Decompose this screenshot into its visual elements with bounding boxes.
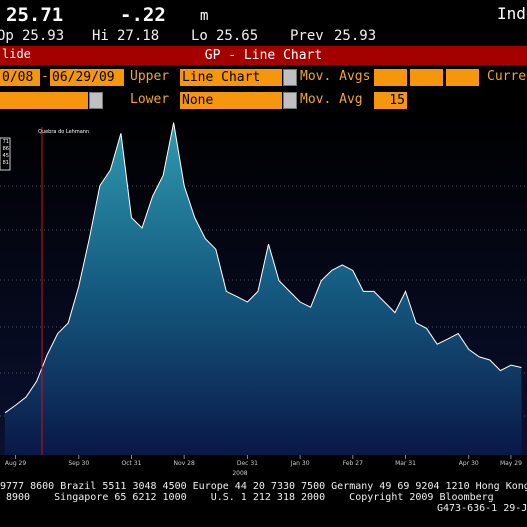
axis-box-label: 86 bbox=[3, 146, 9, 152]
x-tick-label: Dec 31 bbox=[237, 460, 258, 467]
footer-line: 9777 8600 Brazil 5511 3048 4500 Europe 4… bbox=[0, 481, 527, 492]
x-tick-label: Sep 30 bbox=[68, 460, 89, 467]
title-bar bbox=[0, 46, 527, 65]
window-title: GP - Line Chart bbox=[204, 48, 323, 63]
annotation: Quebra do Lehmann bbox=[38, 129, 89, 135]
x-tick-label: Nov 28 bbox=[174, 460, 195, 467]
dropdown-button[interactable] bbox=[283, 69, 297, 86]
price: 25.71 bbox=[6, 4, 64, 26]
x-tick-label: Mar 31 bbox=[395, 460, 416, 467]
index-label: Inde bbox=[497, 4, 527, 23]
area bbox=[5, 122, 522, 456]
flag: m bbox=[200, 8, 209, 24]
lower-label: Lower bbox=[130, 92, 170, 107]
quote-label: Op bbox=[0, 28, 14, 44]
x-tick-label: Apr 30 bbox=[459, 460, 479, 467]
dropdown-button[interactable] bbox=[89, 92, 103, 109]
field[interactable] bbox=[0, 92, 88, 109]
x-tick-label: Feb 27 bbox=[343, 460, 363, 467]
quote-value: 25.93 bbox=[334, 28, 377, 44]
mov-avg-field[interactable] bbox=[410, 69, 443, 86]
quote-value: 27.18 bbox=[117, 28, 160, 44]
lower-select[interactable]: None bbox=[180, 92, 282, 109]
quote-value: 25.93 bbox=[22, 28, 65, 44]
axis-box-label: 71 bbox=[3, 139, 9, 145]
mov-avgs-label: Mov. Avgs bbox=[300, 69, 371, 84]
axis-box-label: 45 bbox=[3, 153, 9, 159]
tab[interactable]: lide bbox=[2, 47, 31, 61]
footer-line: 8900 Singapore 65 6212 1000 U.S. 1 212 3… bbox=[6, 492, 494, 503]
date-from[interactable]: 0/08 bbox=[0, 69, 40, 86]
quote-label: Hi bbox=[92, 28, 109, 44]
change: -.22 bbox=[120, 4, 166, 26]
currency-label: Curren bbox=[487, 69, 527, 84]
mov-avg-label: Mov. Avg bbox=[300, 92, 363, 107]
dropdown-button[interactable] bbox=[283, 92, 297, 109]
footer-line: G473-636-1 29-J bbox=[437, 503, 527, 514]
mov-avg-value[interactable]: 15 bbox=[374, 92, 407, 109]
x-tick-label: Oct 31 bbox=[122, 460, 142, 467]
axis-box bbox=[0, 137, 11, 171]
dash: - bbox=[41, 69, 49, 84]
x-tick-label: Aug 29 bbox=[5, 460, 26, 467]
x-tick-label: Jan 30 bbox=[290, 460, 310, 467]
mov-avg-field[interactable] bbox=[374, 69, 407, 86]
axis-box-label: 81 bbox=[3, 160, 9, 166]
price-line bbox=[4, 122, 522, 414]
upper-select[interactable]: Line Chart bbox=[180, 69, 282, 86]
year-label: 2008 bbox=[232, 470, 247, 477]
quote-value: 25.65 bbox=[216, 28, 259, 44]
date-to[interactable]: 06/29/09 bbox=[50, 69, 124, 86]
quote-label: Prev bbox=[290, 28, 324, 44]
upper-label: Upper bbox=[130, 69, 170, 84]
quote-label: Lo bbox=[191, 28, 208, 44]
x-tick-label: May 29 bbox=[500, 460, 522, 467]
mov-avg-field[interactable] bbox=[446, 69, 479, 86]
